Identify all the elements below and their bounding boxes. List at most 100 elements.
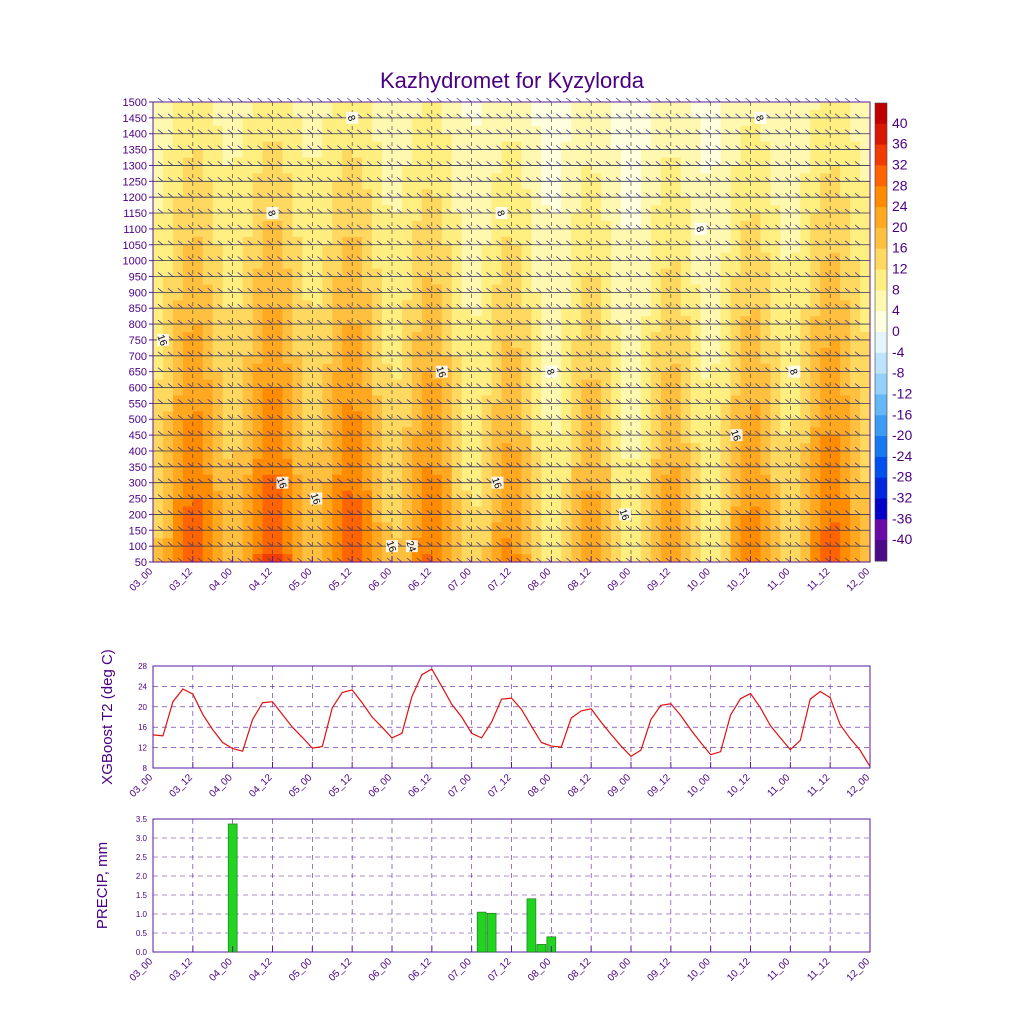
heatmap-cell	[322, 244, 333, 254]
heatmap-cell	[710, 292, 722, 301]
heatmap-cell	[760, 387, 772, 397]
wind-barb	[197, 97, 204, 103]
wind-barb	[187, 399, 194, 404]
heatmap-cell	[491, 530, 503, 539]
wind-barb	[207, 176, 213, 182]
heatmap-cell	[700, 244, 712, 254]
heatmap-cell	[282, 260, 294, 270]
wind-barb	[267, 97, 273, 103]
wind-barb	[207, 192, 213, 198]
wind-barb	[237, 557, 243, 563]
heatmap-cell	[760, 260, 772, 270]
wind-barb	[177, 510, 184, 515]
heatmap-cell	[511, 181, 523, 190]
heatmap-cell	[212, 165, 224, 174]
heatmap-cell	[411, 498, 423, 508]
wind-barb	[346, 414, 353, 420]
heatmap-cell	[362, 530, 373, 539]
heatmap-cell	[581, 371, 592, 381]
heatmap-cell	[660, 371, 672, 381]
heatmap-cell	[611, 133, 622, 143]
heatmap-cell	[421, 419, 433, 428]
heatmap-cell	[172, 435, 184, 444]
heatmap-cell	[441, 419, 453, 428]
heatmap-cell	[162, 133, 174, 143]
heatmap-cell	[531, 530, 542, 539]
wind-barb	[327, 478, 333, 484]
heatmap-cell	[601, 197, 612, 206]
heatmap-cell	[521, 450, 533, 460]
wind-barb	[157, 462, 164, 468]
heatmap-cell	[561, 324, 572, 333]
heatmap-cell	[700, 324, 712, 333]
heatmap-cell	[192, 450, 204, 460]
heatmap-cell	[322, 228, 333, 238]
heatmap-cell	[401, 514, 413, 523]
heatmap-cell	[531, 387, 542, 397]
heatmap-cell	[760, 228, 772, 238]
heatmap-cell	[640, 435, 652, 444]
heatmap-cell	[342, 133, 353, 143]
wind-barb	[277, 256, 283, 261]
heatmap-cell	[840, 308, 851, 317]
wind-barb	[177, 240, 184, 246]
heatmap-cell	[770, 228, 781, 238]
heatmap-cell	[810, 435, 821, 444]
wind-barb	[227, 446, 233, 452]
heatmap-cell	[561, 197, 572, 206]
wind-barb	[376, 446, 383, 452]
heatmap-cell	[601, 292, 612, 301]
heatmap-cell	[591, 355, 602, 365]
heatmap-cell	[262, 339, 274, 349]
wind-barb	[287, 288, 293, 293]
heatmap-cell	[740, 308, 752, 317]
heatmap-cell	[541, 228, 552, 238]
heatmap-cell	[680, 514, 692, 523]
heatmap-cell	[222, 228, 234, 238]
heatmap-cell	[860, 355, 871, 365]
heatmap-cell	[541, 276, 552, 286]
heatmap-cell	[242, 181, 254, 190]
wind-barb	[336, 97, 343, 103]
heatmap-cell	[860, 228, 871, 238]
heatmap-cell	[172, 403, 184, 412]
heatmap-cell	[382, 181, 393, 190]
heatmap-cell	[451, 371, 463, 381]
heatmap-cell	[840, 165, 851, 174]
heatmap-cell	[760, 530, 772, 539]
heatmap-cell	[800, 530, 811, 539]
wind-barb	[187, 208, 194, 214]
wind-barb	[346, 97, 353, 103]
heatmap-cell	[342, 482, 353, 492]
wind-barb	[277, 414, 283, 420]
wind-barb	[406, 335, 413, 341]
wind-barb	[247, 240, 253, 246]
heatmap-cell	[561, 482, 572, 492]
heatmap-cell	[302, 181, 313, 190]
heatmap-cell	[242, 450, 254, 460]
wind-barb	[217, 176, 223, 182]
heatmap-cell	[740, 435, 752, 444]
heatmap-cell	[202, 546, 214, 555]
heatmap-cell	[820, 339, 831, 349]
heatmap-cell	[760, 482, 772, 492]
heatmap-cell	[850, 213, 861, 222]
heatmap-cell	[690, 102, 702, 111]
heatmap-cell	[431, 244, 443, 254]
heatmap-cell	[392, 213, 403, 222]
heatmap-cell	[800, 228, 811, 238]
heatmap-cell	[431, 102, 443, 111]
wind-barb	[237, 510, 243, 515]
wind-barb	[277, 97, 283, 103]
heatmap-cell	[392, 466, 403, 476]
heatmap-cell	[292, 133, 303, 143]
wind-barb	[187, 256, 194, 261]
heatmap-cell	[710, 276, 722, 286]
wind-barb	[277, 113, 283, 119]
wind-barb	[277, 494, 283, 499]
heatmap-cell	[660, 450, 672, 460]
heatmap-cell	[272, 228, 284, 238]
heatmap-cell	[501, 308, 513, 317]
wind-barb	[187, 351, 194, 357]
heatmap-cell	[362, 514, 373, 523]
